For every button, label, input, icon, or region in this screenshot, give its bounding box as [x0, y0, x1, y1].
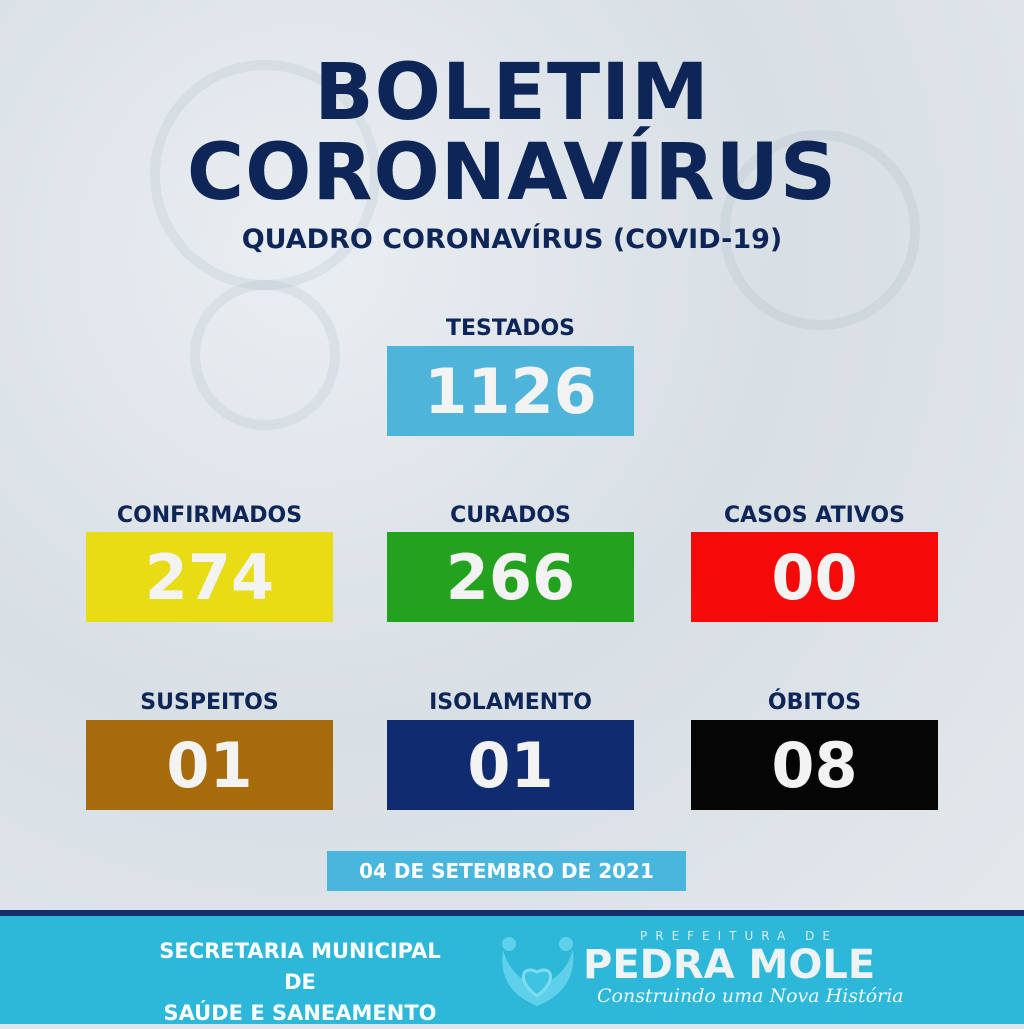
- subtitle: QUADRO CORONAVÍRUS (COVID-19): [241, 224, 783, 255]
- date-badge: 04 DE SETEMBRO DE 2021: [327, 851, 686, 891]
- secretaria-line1: SECRETARIA MUNICIPAL DE: [159, 939, 441, 994]
- logo-slogan: Construindo uma Nova História: [597, 985, 904, 1007]
- logo-prefix: PREFEITURA DE: [640, 929, 838, 943]
- confirmados-label: CONFIRMADOS: [116, 503, 303, 528]
- confirmados-value: 274: [86, 532, 333, 622]
- testados-label: TESTADOS: [445, 316, 575, 341]
- curados-value: 266: [387, 532, 634, 622]
- obitos-value: 08: [691, 720, 938, 810]
- curados-label: CURADOS: [450, 503, 571, 528]
- virus-watermark: [190, 280, 340, 430]
- isolamento-value: 01: [387, 720, 634, 810]
- suspeitos-value: 01: [86, 720, 333, 810]
- suspeitos-label: SUSPEITOS: [140, 690, 279, 715]
- ativos-value: 00: [691, 532, 938, 622]
- virus-watermark: [720, 130, 920, 330]
- ativos-label: CASOS ATIVOS: [724, 503, 905, 528]
- isolamento-label: ISOLAMENTO: [429, 690, 592, 715]
- logo-name: PEDRA MOLE: [583, 942, 876, 988]
- obitos-label: ÓBITOS: [767, 690, 862, 715]
- footer-divider: [0, 910, 1024, 916]
- secretaria-text: SECRETARIA MUNICIPAL DE SAÚDE E SANEAMEN…: [140, 936, 460, 1029]
- title-line2: CORONAVÍRUS: [186, 128, 838, 218]
- title-line1: BOLETIM: [314, 48, 710, 138]
- secretaria-line2: SAÚDE E SANEAMENTO: [163, 1001, 437, 1025]
- testados-value: 1126: [387, 346, 634, 436]
- heart-people-logo-icon: [502, 937, 574, 1006]
